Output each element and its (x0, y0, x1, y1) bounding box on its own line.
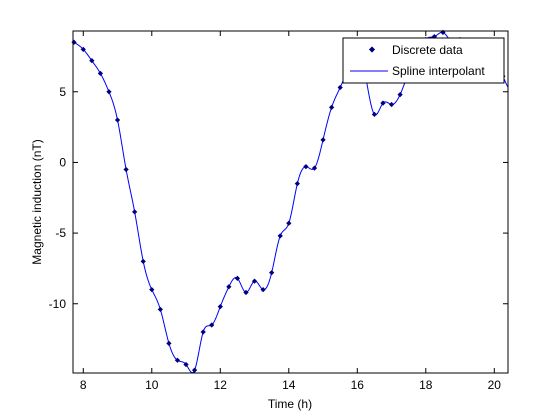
legend: Discrete data Spline interpolant (342, 37, 505, 84)
y-tick-label: 0 (59, 155, 66, 169)
data-point (243, 289, 249, 296)
y-tick-label: -10 (49, 297, 67, 311)
y-tick-label: 5 (59, 85, 66, 99)
plot-area (73, 31, 508, 373)
y-axis-label: Magnetic induction (nT) (30, 139, 44, 264)
y-tick-label: -5 (55, 226, 66, 240)
data-point (234, 275, 241, 281)
axes-box (72, 30, 509, 374)
x-tick-label: 18 (419, 378, 433, 392)
data-point (269, 270, 275, 276)
data-point (311, 165, 318, 171)
legend-entry-discrete: Discrete data (392, 43, 463, 57)
data-point (337, 84, 343, 91)
data-point (200, 329, 206, 335)
data-point (183, 361, 189, 368)
data-point (191, 367, 198, 373)
data-point (260, 286, 266, 293)
data-point (286, 220, 292, 226)
data-point (166, 340, 172, 346)
data-point (174, 357, 181, 363)
data-point (97, 70, 104, 77)
legend-entry-spline: Spline interpolant (392, 64, 485, 78)
data-point (149, 286, 155, 293)
x-tick-label: 10 (145, 378, 159, 392)
x-axis-label: Time (h) (268, 397, 312, 411)
data-point (123, 166, 129, 173)
data-point (217, 303, 223, 310)
data-point (303, 164, 309, 170)
data-point (226, 284, 232, 290)
x-tick-label: 16 (351, 378, 365, 392)
data-point (157, 306, 163, 313)
data-point (294, 181, 300, 187)
x-tick-label: 12 (214, 378, 228, 392)
legend-marker-icon (368, 46, 376, 53)
data-point (320, 137, 326, 143)
data-point (371, 111, 378, 118)
data-point (114, 117, 121, 123)
data-point (89, 58, 95, 64)
data-point (251, 278, 258, 284)
data-point (80, 46, 86, 52)
data-point (277, 233, 283, 239)
data-point (397, 91, 403, 98)
data-point (106, 89, 112, 95)
data-point (209, 322, 215, 328)
data-point (132, 209, 138, 215)
data-point (140, 258, 146, 264)
data-point (388, 101, 395, 108)
x-tick-label: 8 (80, 378, 87, 392)
legend-box (342, 37, 505, 84)
x-tick-label: 14 (282, 378, 296, 392)
data-point (328, 104, 335, 110)
x-tick-label: 20 (488, 378, 502, 392)
data-point (380, 100, 386, 106)
